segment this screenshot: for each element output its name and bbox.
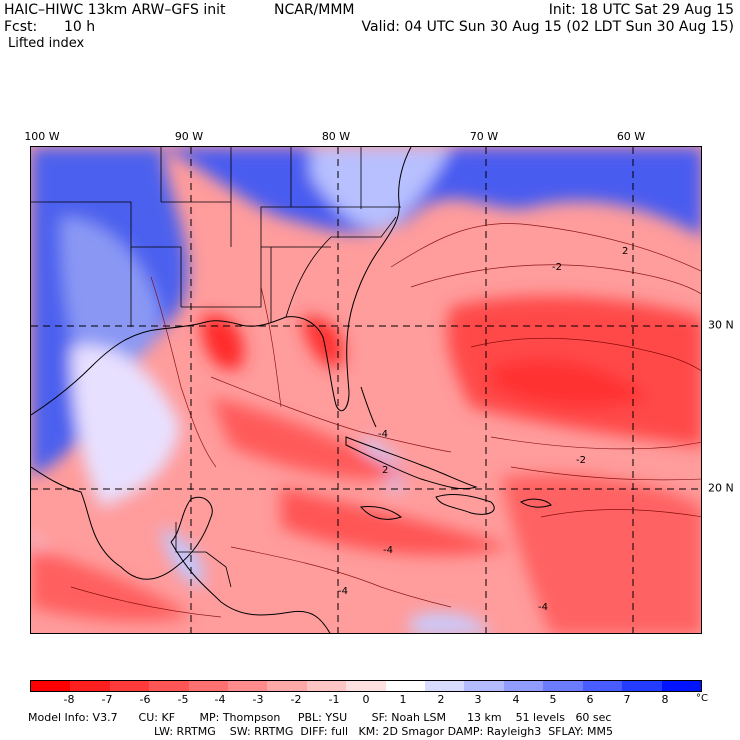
contour-label: -2 [552, 262, 562, 273]
contour-label: 2 [382, 465, 389, 476]
contour-label: -4 [383, 545, 393, 556]
legend-swatch [306, 681, 347, 691]
legend-swatch [543, 681, 583, 691]
center-name: NCAR/MMM [274, 2, 355, 18]
contour-label: -2 [576, 455, 586, 466]
legend-swatch [188, 681, 229, 691]
lon-label-100w: 100 W [24, 130, 60, 143]
legend-swatch [503, 681, 544, 691]
legend-swatch [31, 681, 71, 691]
legend-tick: -4 [214, 693, 226, 706]
contour-label: -4 [538, 602, 548, 613]
lon-label-60w: 60 W [616, 130, 646, 143]
legend-tick: -1 [328, 693, 340, 706]
forecast-label: Fcst: [4, 19, 38, 35]
color-legend [30, 680, 702, 692]
legend-swatch [464, 681, 504, 691]
model-title: HAIC–HIWC 13km ARW–GFS init [4, 2, 226, 18]
legend-tick: 2 [437, 693, 445, 706]
legend-swatch [425, 681, 465, 691]
contour-label: 2 [622, 246, 629, 257]
lat-label-20n: 20 N [708, 481, 734, 495]
legend-tick: 0 [362, 693, 370, 706]
state-borders [31, 147, 401, 588]
legend-swatch [149, 681, 189, 691]
legend-tick: -2 [290, 693, 302, 706]
legend-tick: 6 [586, 693, 594, 706]
coastlines [31, 147, 552, 633]
legend-swatch [109, 681, 150, 691]
legend-unit: °C [696, 693, 708, 704]
model-info-line1: Model Info: V3.7 CU: KF MP: Thompson PBL… [28, 711, 612, 724]
legend-swatch [70, 681, 110, 691]
legend-swatch [385, 681, 426, 691]
lon-label-90w: 90 W [174, 130, 204, 143]
valid-time: Valid: 04 UTC Sun 30 Aug 15 (02 LDT Sun … [361, 19, 735, 35]
lon-label-70w: 70 W [469, 130, 499, 143]
legend-tick: -5 [177, 693, 189, 706]
legend-tick: -6 [139, 693, 151, 706]
legend-tick: 4 [512, 693, 520, 706]
legend-tick: -8 [63, 693, 75, 706]
contour-lines [70, 223, 701, 618]
lat-label-30n: 30 N [708, 318, 734, 332]
legend-tick: -7 [101, 693, 113, 706]
legend-swatch [582, 681, 623, 691]
model-info-line2: LW: RRTMG SW: RRTMG DIFF: full KM: 2D Sm… [154, 725, 614, 738]
legend-tick: 1 [399, 693, 407, 706]
legend-tick: 8 [661, 693, 669, 706]
forecast-hour: 10 h [64, 19, 96, 35]
init-time: Init: 18 UTC Sat 29 Aug 15 [548, 2, 734, 18]
legend-swatch [346, 681, 386, 691]
legend-swatch [661, 681, 701, 691]
legend-tick: 7 [623, 693, 631, 706]
legend-swatch [228, 681, 268, 691]
contour-label: -4 [338, 586, 348, 597]
contour-label: -4 [378, 429, 388, 440]
legend-tick: 5 [549, 693, 557, 706]
legend-tick: -3 [252, 693, 264, 706]
lifted-index-map [30, 146, 702, 634]
lat-lon-grid [31, 147, 701, 633]
legend-swatch [622, 681, 662, 691]
field-name: Lifted index [8, 36, 85, 51]
legend-swatch [267, 681, 307, 691]
lon-label-80w: 80 W [321, 130, 351, 143]
legend-tick: 3 [474, 693, 482, 706]
